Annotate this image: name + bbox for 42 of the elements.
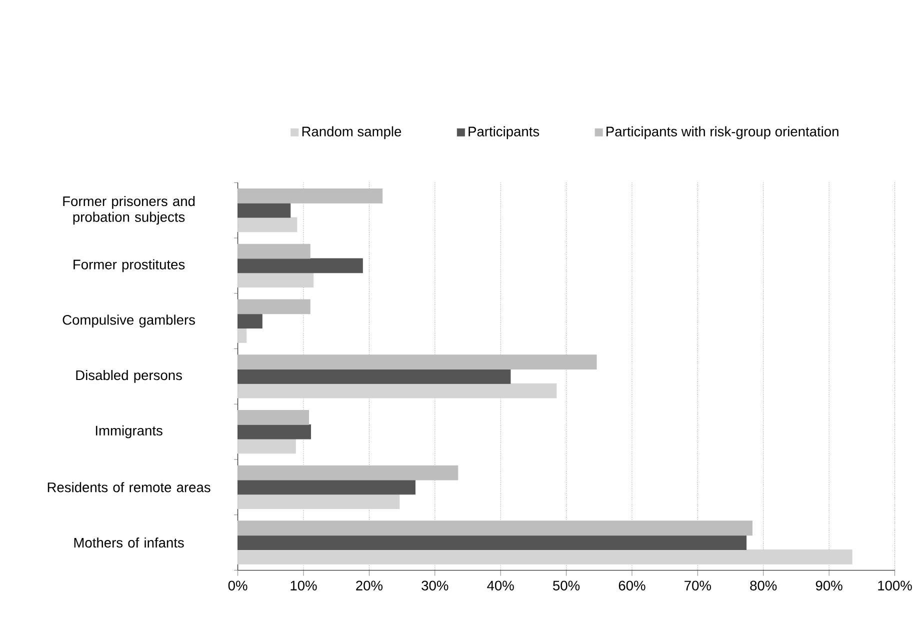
x-tick-label: 70%: [684, 580, 711, 590]
bar: [238, 313, 262, 328]
x-tick-label: 60%: [618, 580, 646, 590]
legend-label: Participants: [468, 126, 540, 139]
y-tick-label: Compulsive gamblers: [62, 314, 195, 328]
bar: [238, 549, 852, 564]
y-tick-label: Mothers of infants: [74, 537, 184, 548]
bar: [238, 494, 400, 509]
y-tick-label: Residents of remote areas: [48, 482, 210, 492]
bar: [238, 272, 314, 288]
bar: [238, 534, 747, 550]
bar: [238, 188, 383, 204]
bar: [238, 410, 310, 425]
bar: [238, 258, 363, 273]
bar: [238, 328, 247, 343]
bar: [238, 520, 752, 536]
bar: [238, 424, 311, 440]
bar: [238, 479, 416, 494]
bar: [238, 368, 511, 384]
x-tick-label: 20%: [356, 580, 383, 590]
legend-label: Participants with risk-group orientation: [606, 126, 838, 139]
bar: [238, 383, 557, 398]
x-tick-label: 50%: [553, 580, 580, 590]
bar: [238, 202, 291, 218]
x-tick-label: 10%: [290, 580, 317, 590]
y-tick-label: Disabled persons: [76, 370, 182, 383]
legend-label: Random sample: [302, 126, 402, 139]
bar: [238, 217, 298, 232]
y-tick-label: Former prisoners and probation subjects: [63, 196, 195, 224]
bar: [238, 438, 296, 454]
x-tick-label: 100%: [878, 580, 912, 590]
x-tick-label: 80%: [750, 580, 777, 590]
x-tick-label: 40%: [487, 580, 514, 590]
bar: [238, 244, 310, 259]
bar: [238, 298, 310, 314]
bar: [238, 465, 458, 480]
x-tick-label: 0%: [228, 580, 248, 590]
y-tick-label: Former prostitutes: [74, 259, 185, 272]
y-tick-label: Immigrants: [96, 425, 162, 438]
x-tick-label: 90%: [816, 580, 842, 590]
x-tick-label: 30%: [422, 580, 448, 590]
bar: [238, 354, 597, 370]
